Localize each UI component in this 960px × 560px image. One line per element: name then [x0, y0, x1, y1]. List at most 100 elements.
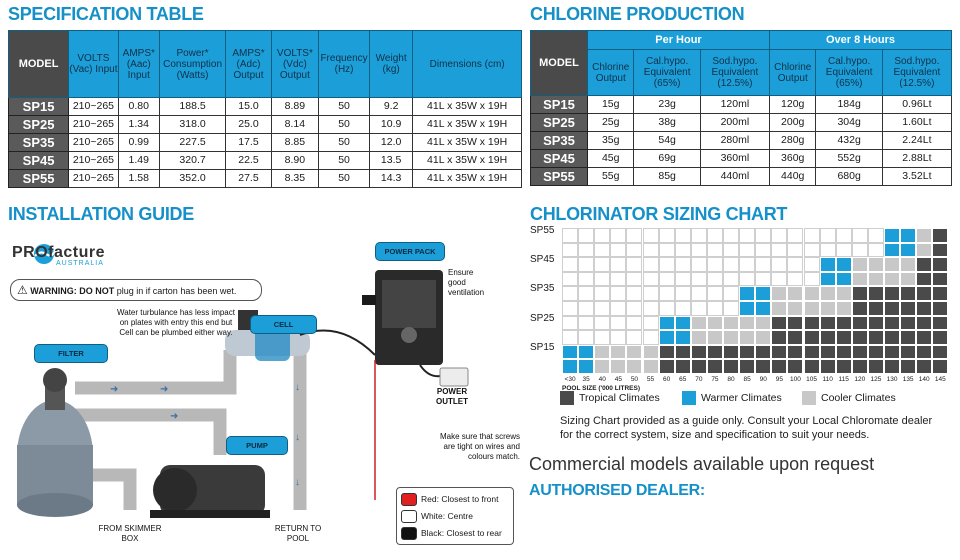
sizing-cell	[739, 271, 756, 287]
sizing-cell	[658, 228, 675, 243]
wire-swatch	[401, 510, 417, 524]
sizing-cell	[755, 330, 772, 345]
sizing-cell	[562, 344, 579, 360]
sizing-cell	[771, 330, 788, 345]
sizing-cell	[674, 344, 691, 360]
legend-label: Cooler Climates	[821, 392, 896, 404]
cell-label: CELL	[250, 315, 317, 334]
sizing-cell	[867, 359, 884, 374]
sizing-cell	[787, 359, 804, 374]
chlorine-title: CHLORINE PRODUCTION	[530, 4, 745, 24]
sizing-cell	[835, 344, 852, 360]
legend-swatch	[682, 391, 696, 405]
sizing-cell	[690, 330, 707, 345]
wire-legend: Red: Closest to front White: Centre Black:…	[396, 487, 514, 545]
sizing-cell	[932, 242, 949, 258]
pool-size-tick: 140	[918, 376, 930, 383]
chlorine-cell: 0.96Lt	[881, 95, 953, 114]
sizing-cell	[658, 286, 675, 301]
spec-cell: 210~265	[68, 169, 119, 188]
chlorine-cell: 552g	[815, 149, 883, 168]
sizing-note: Sizing Chart provided as a guide only. C…	[560, 415, 933, 441]
legend-swatch	[802, 391, 816, 405]
spec-header: VOLTS* (Vdc) Output	[270, 30, 320, 98]
sizing-cell	[900, 228, 917, 243]
sizing-cell	[739, 257, 756, 272]
sizing-cell	[658, 315, 675, 331]
legend-label: Warmer Climates	[701, 392, 782, 404]
spec-cell: 50	[318, 169, 371, 188]
chlorine-cell: 280g	[768, 131, 817, 150]
sizing-cell	[884, 286, 901, 301]
sizing-cell	[594, 344, 611, 360]
pool-size-tick: 55	[646, 376, 655, 383]
chlorine-cell: 360g	[768, 149, 817, 168]
pool-size-tick: 110	[822, 376, 833, 383]
sizing-cell	[932, 359, 949, 374]
sizing-cell	[755, 344, 772, 360]
svg-text:↓: ↓	[295, 432, 300, 443]
pump-label: PUMP	[226, 436, 288, 455]
per-hour-header: Per Hour	[587, 30, 770, 50]
sizing-cell	[787, 257, 804, 272]
pool-size-tick: 80	[727, 376, 735, 383]
sizing-cell	[642, 344, 659, 360]
logo-wave-icon	[34, 244, 55, 264]
sizing-cell	[884, 315, 901, 331]
chlorine-header: Cal.hypo. Equivalent (65%)	[633, 49, 701, 96]
spec-cell: 41L x 35W x 19H	[412, 115, 522, 134]
sizing-cell	[755, 359, 772, 374]
sizing-cell	[626, 228, 643, 243]
chlorine-cell: 1.60Lt	[881, 113, 953, 132]
spec-row: SP15 210~265 0.80 188.5 15.0 8.89 50 9.2 41L x 3…	[7, 97, 522, 116]
sizing-cell	[658, 344, 675, 360]
sizing-cell	[932, 315, 949, 331]
sizing-cell	[900, 301, 917, 316]
sizing-cell	[562, 301, 579, 316]
chlorine-cell: 85g	[633, 167, 701, 186]
sizing-cell	[803, 242, 820, 258]
sizing-cell	[626, 286, 643, 301]
chlorine-cell: 440g	[768, 167, 817, 186]
pool-size-tick: 120	[854, 376, 866, 383]
sizing-cell	[851, 330, 868, 345]
sizing-cell	[867, 286, 884, 301]
sizing-cell	[932, 301, 949, 316]
sizing-cell	[562, 359, 579, 374]
sizing-cell	[851, 286, 868, 301]
sizing-cell	[755, 228, 772, 243]
sizing-cell	[578, 301, 595, 316]
sizing-cell	[739, 301, 756, 316]
spec-cell: 50	[318, 115, 371, 134]
wire-row: White: Centre	[401, 509, 473, 524]
chlorine-cell: 35g	[586, 131, 635, 150]
sizing-cell	[690, 359, 707, 374]
sizing-cell	[626, 359, 643, 374]
sizing-cell	[900, 330, 917, 345]
legend-item: Warmer Climates	[682, 391, 782, 405]
sizing-cell	[835, 228, 852, 243]
sizing-cell	[658, 242, 675, 258]
sizing-cell	[739, 359, 756, 374]
spec-row: SP55 210~265 1.58 352.0 27.5 8.35 50 14.3 41L x …	[7, 169, 522, 188]
sizing-cell	[884, 359, 901, 374]
pool-size-tick: 125	[870, 376, 882, 383]
chlorine-header: Cal.hypo. Equivalent (65%)	[815, 49, 883, 96]
sizing-row-label: SP35	[530, 283, 555, 295]
sizing-cell	[884, 301, 901, 316]
sizing-cell	[771, 344, 788, 360]
chlorine-model-cell: SP25	[530, 113, 588, 132]
screws-note: Make sure that screws are tight on wires…	[439, 432, 520, 461]
pool-size-tick: 65	[679, 376, 687, 383]
sizing-cell	[803, 286, 820, 301]
chlorine-header: Sod.hypo. Equivalent (12.5%)	[699, 49, 770, 96]
sizing-row-label: SP15	[530, 341, 555, 353]
sizing-cell	[819, 315, 836, 331]
sizing-cell	[851, 344, 868, 360]
pool-size-tick: 90	[759, 376, 767, 383]
sizing-cell	[610, 315, 627, 331]
sizing-cell	[642, 271, 659, 287]
spec-cell: 318.0	[158, 115, 227, 134]
sizing-cell	[884, 271, 901, 287]
spec-cell: 41L x 35W x 19H	[412, 97, 522, 116]
